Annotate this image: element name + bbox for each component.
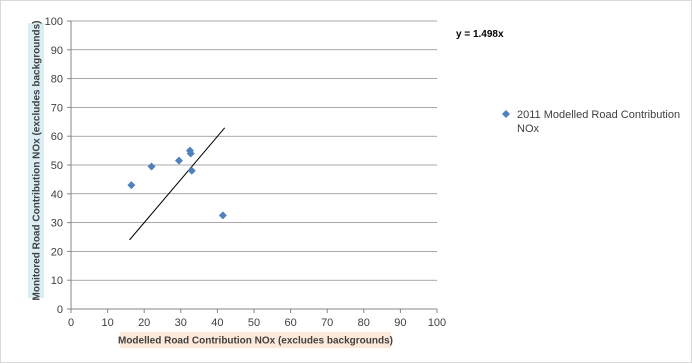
- x-axis-title-group: Modelled Road Contribution NOx (excludes…: [118, 332, 393, 348]
- y-tick-label-40: 40: [51, 189, 63, 201]
- y-axis-title: Monitored Road Contribution NOx (exclude…: [32, 20, 43, 300]
- x-axis-title: Modelled Road Contribution NOx (excludes…: [118, 336, 393, 347]
- y-tick-label-90: 90: [51, 45, 63, 57]
- y-tick-labels: 0 10 20 30 40 50 60 70 80 90 100: [45, 16, 71, 316]
- y-tick-label-30: 30: [51, 218, 63, 230]
- data-point-5: [186, 149, 195, 158]
- trendline-group: y = 1.498x: [129, 29, 504, 241]
- x-axis-title-background: [120, 332, 391, 348]
- y-axis-title-group: Monitored Road Contribution NOx (exclude…: [28, 20, 44, 301]
- data-point-3: [174, 156, 183, 165]
- y-tick-label-100: 100: [45, 16, 63, 28]
- x-tick-label-60: 60: [284, 317, 296, 329]
- x-tick-label-10: 10: [101, 317, 113, 329]
- data-point-2: [147, 162, 156, 171]
- legend-label-line1: 2011 Modelled Road Contribution: [517, 109, 680, 121]
- x-tick-label-90: 90: [394, 317, 406, 329]
- x-tick-label-0: 0: [68, 317, 74, 329]
- legend-label-line2: NOx: [517, 123, 540, 135]
- y-tick-label-0: 0: [57, 304, 63, 316]
- y-tick-label-60: 60: [51, 131, 63, 143]
- y-tick-label-50: 50: [51, 160, 63, 172]
- data-points: [127, 146, 227, 220]
- data-point-6: [187, 166, 196, 175]
- x-tick-label-50: 50: [248, 317, 260, 329]
- x-tick-labels: 0 10 20 30 40 50 60 70 80 90 100: [68, 309, 446, 329]
- trendline-equation: y = 1.498x: [456, 29, 504, 40]
- data-point-7: [218, 211, 227, 220]
- y-tick-label-80: 80: [51, 74, 63, 86]
- legend-label-line1-text: 2011 Modelled Road Contribution: [517, 109, 680, 121]
- y-axis-title-background: [28, 23, 44, 298]
- trendline: [129, 127, 226, 241]
- legend-marker: [502, 110, 510, 118]
- x-tick-label-40: 40: [211, 317, 223, 329]
- y-tick-label-20: 20: [51, 246, 63, 258]
- x-tick-label-20: 20: [138, 317, 150, 329]
- data-point-1: [127, 181, 136, 190]
- y-tick-label-10: 10: [51, 275, 63, 287]
- x-tick-label-100: 100: [428, 317, 446, 329]
- gridlines: [71, 20, 437, 281]
- x-tick-label-80: 80: [358, 317, 370, 329]
- y-tick-label-70: 70: [51, 102, 63, 114]
- x-tick-label-70: 70: [321, 317, 333, 329]
- legend-label-line2-text: NOx: [517, 123, 540, 135]
- x-tick-label-30: 30: [175, 317, 187, 329]
- legend: 2011 Modelled Road Contribution NOx: [502, 109, 680, 135]
